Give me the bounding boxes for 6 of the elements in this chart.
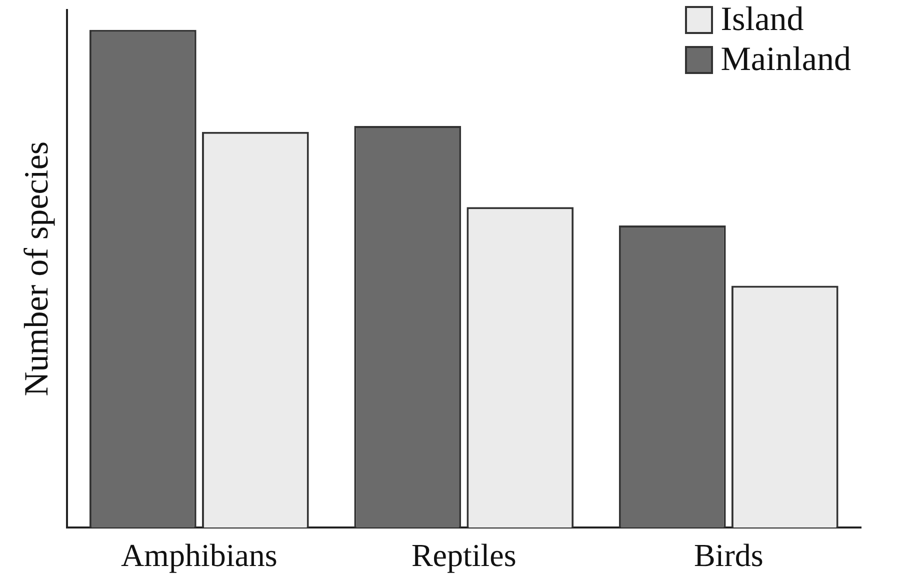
x-tick-label: Amphibians — [120, 537, 278, 574]
x-tick-label: Reptiles — [411, 537, 516, 574]
y-axis-title: Number of species — [18, 141, 56, 396]
legend-label: Mainland — [720, 40, 851, 80]
x-tick-label: Birds — [694, 537, 764, 574]
legend-label: Island — [720, 0, 804, 40]
